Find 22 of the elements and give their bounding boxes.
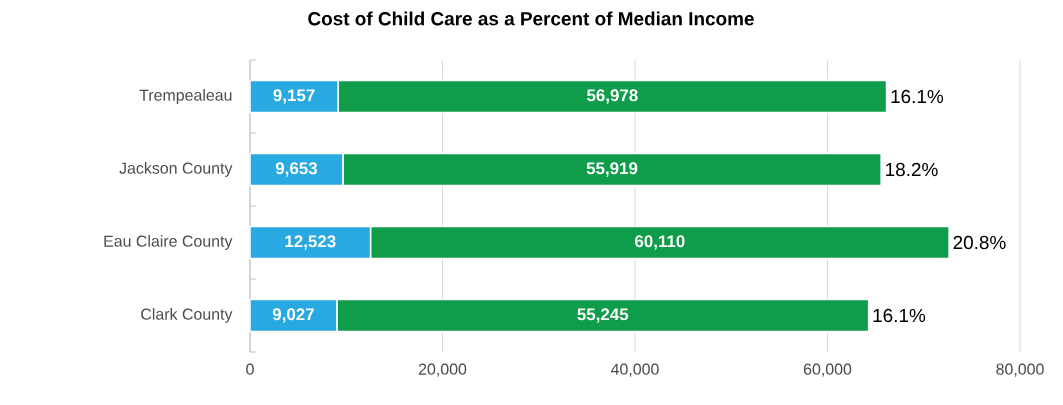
data-label: 12,523 xyxy=(285,235,336,250)
chart-title: Cost of Child Care as a Percent of Median Income xyxy=(308,11,754,26)
annotation: 16.1% xyxy=(891,89,944,104)
x-tick-label: 40,000 xyxy=(610,363,659,377)
x-tick-label: 80,000 xyxy=(996,363,1044,377)
y-tick-label: Clark County xyxy=(141,308,233,323)
data-label: 9,653 xyxy=(275,162,318,177)
x-tick-label: 60,000 xyxy=(803,363,852,377)
y-tick-label: Trempealeau xyxy=(139,89,232,104)
data-label: 56,978 xyxy=(586,89,638,104)
data-label: 55,245 xyxy=(577,308,629,323)
annotation: 18.2% xyxy=(886,162,938,177)
data-label: 60,110 xyxy=(635,235,685,250)
data-label: 9,027 xyxy=(272,308,314,323)
data-label: 9,157 xyxy=(273,89,315,104)
annotation: 16.1% xyxy=(873,308,926,323)
x-tick-label: 0 xyxy=(246,363,254,375)
y-tick-label: Jackson County xyxy=(119,162,233,177)
x-tick-label: 20,000 xyxy=(418,363,467,377)
data-label: 55,919 xyxy=(586,162,638,177)
annotation: 20.8% xyxy=(953,235,1006,250)
y-tick-label: Eau Claire County xyxy=(104,235,233,250)
